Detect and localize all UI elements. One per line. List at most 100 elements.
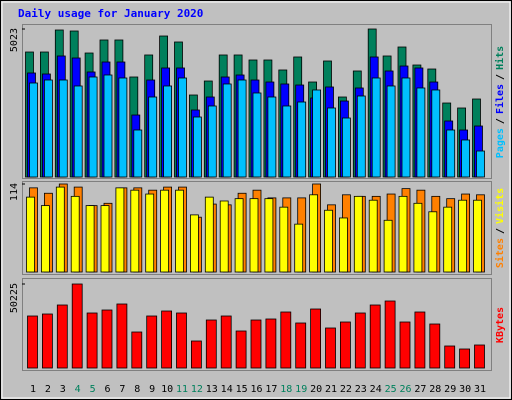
x-tick-label: 1	[30, 384, 36, 395]
bar	[58, 79, 68, 178]
bar	[252, 92, 262, 178]
legend-entry: Visits	[494, 188, 506, 224]
bar	[41, 205, 50, 273]
legend-entry: Pages	[495, 128, 506, 158]
bar	[148, 96, 158, 178]
bar	[70, 195, 80, 273]
bar	[474, 344, 485, 369]
bar	[431, 89, 441, 178]
x-tick-label: 8	[134, 384, 140, 395]
legend-entry: KBytes	[495, 307, 506, 343]
y-tick-label: 5023	[9, 28, 20, 52]
bar	[476, 150, 485, 178]
bar	[237, 79, 247, 178]
bar	[235, 330, 247, 369]
bar	[100, 205, 110, 273]
bar	[294, 223, 304, 273]
bar	[176, 312, 187, 369]
bar	[459, 348, 471, 369]
bar	[354, 312, 366, 369]
x-tick-label: 13	[206, 384, 218, 395]
x-tick-label: 22	[340, 384, 352, 395]
x-tick-label: 29	[444, 384, 456, 395]
x-tick-label: 5	[90, 384, 96, 395]
bar	[73, 85, 83, 178]
bar	[220, 315, 232, 369]
bar	[42, 313, 53, 369]
bar	[443, 206, 453, 273]
legend: Pages / Files / Hits	[494, 46, 506, 158]
bar	[371, 77, 381, 178]
bar	[222, 83, 232, 178]
x-tick-label: 9	[149, 384, 155, 395]
legend: KBytes	[495, 307, 506, 343]
x-tick-label: 16	[250, 384, 262, 395]
x-tick-label: 2	[45, 384, 51, 395]
bar	[204, 196, 214, 273]
chart-title: Daily usage for January 2020	[18, 7, 203, 20]
bar	[324, 209, 333, 273]
bar	[310, 308, 322, 369]
bar	[267, 96, 277, 178]
bar	[368, 199, 378, 273]
bar	[131, 331, 143, 369]
x-tick-label: 6	[104, 384, 110, 395]
bar	[341, 117, 351, 178]
x-tick-label: 28	[429, 384, 441, 395]
x-tick-label: 15	[236, 384, 248, 395]
x-tick-label: 3	[60, 384, 66, 395]
bar	[413, 202, 423, 273]
y-tick-label: 50225	[9, 283, 20, 313]
bar	[55, 186, 65, 273]
x-tick-label: 4	[75, 384, 81, 395]
bar	[86, 312, 98, 369]
bar	[219, 200, 229, 273]
bar	[163, 85, 173, 178]
x-tick-label: 12	[191, 384, 203, 395]
legend-entry: Hits	[494, 46, 506, 70]
x-tick-label: 14	[221, 384, 233, 395]
bar	[207, 105, 217, 178]
x-tick-label: 18	[280, 384, 292, 395]
bar	[130, 189, 140, 273]
bar	[401, 77, 411, 178]
x-tick-label: 20	[310, 384, 322, 395]
bar	[429, 323, 441, 369]
bar	[338, 217, 348, 273]
x-tick-label: 19	[295, 384, 307, 395]
legend-separator: /	[495, 228, 506, 234]
legend-separator: /	[495, 74, 506, 80]
bar	[26, 196, 35, 273]
bar	[356, 95, 366, 178]
bar	[428, 211, 438, 273]
bar	[386, 85, 396, 178]
bar	[161, 310, 173, 369]
bar	[461, 139, 471, 178]
bar	[71, 283, 83, 369]
legend-entry: Sites	[494, 238, 506, 268]
bar	[279, 206, 289, 273]
bar	[189, 214, 199, 273]
bar	[116, 303, 128, 369]
bar	[265, 318, 277, 369]
x-tick-label: 25	[385, 384, 397, 395]
bar	[118, 77, 128, 178]
bar	[398, 195, 408, 273]
bar	[383, 219, 393, 273]
bar	[280, 311, 292, 369]
bar	[353, 195, 363, 273]
bar	[414, 311, 426, 369]
bar	[312, 89, 322, 178]
x-tick-label: 27	[414, 384, 426, 395]
bar	[339, 321, 351, 369]
x-tick-label: 17	[265, 384, 277, 395]
bar	[190, 340, 202, 369]
x-tick-label: 31	[474, 384, 486, 395]
bar	[446, 129, 456, 178]
x-tick-label: 21	[325, 384, 337, 395]
bar	[178, 77, 187, 178]
bar	[444, 345, 456, 369]
bar	[325, 327, 336, 369]
bar	[160, 189, 170, 273]
